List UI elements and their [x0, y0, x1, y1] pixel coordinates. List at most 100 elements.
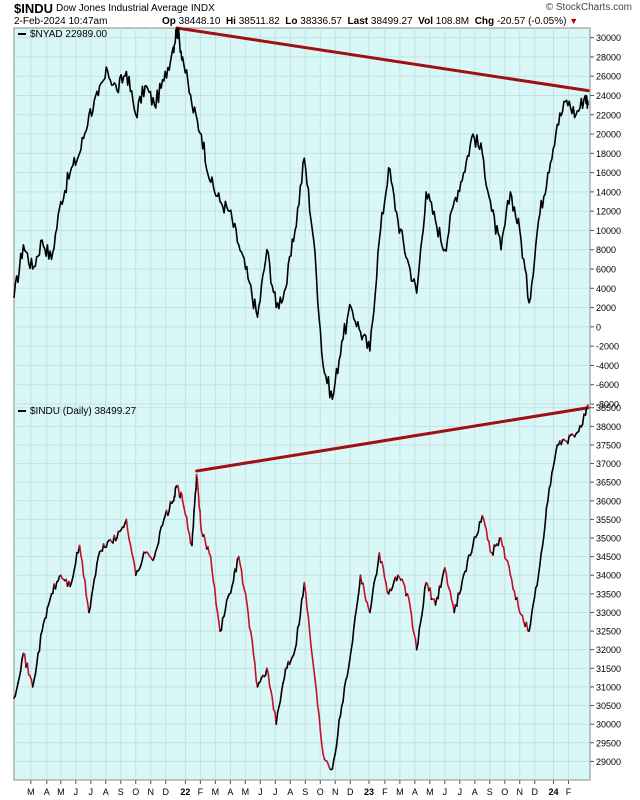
- series-segment-indu: [41, 623, 45, 632]
- series-segment-indu: [211, 568, 215, 583]
- y-tick-label: 6000: [596, 265, 616, 275]
- change-value: -20.57 (-0.05%): [496, 16, 567, 27]
- series-segment-indu: [194, 487, 197, 495]
- series-segment-indu: [18, 669, 22, 678]
- series-segment-indu: [541, 535, 545, 548]
- x-tick-label: 22: [180, 787, 190, 797]
- series-segment-indu: [247, 611, 251, 629]
- series-segment-indu: [362, 582, 366, 595]
- down-arrow-icon: ▼: [569, 16, 579, 26]
- x-tick-label: M: [212, 787, 220, 797]
- series-segment-indu: [385, 582, 389, 594]
- series-segment-indu: [197, 495, 201, 509]
- series-segment-indu: [532, 596, 536, 606]
- series-segment-indu: [506, 560, 510, 568]
- x-tick-label: M: [27, 787, 35, 797]
- series-segment-indu: [232, 568, 236, 583]
- stockcharts-logo: © StockCharts.com: [545, 2, 632, 13]
- series-segment-indu: [308, 631, 312, 647]
- y-tick-label: 36500: [596, 478, 621, 488]
- y-tick-label: 32000: [596, 645, 621, 655]
- low-value: 38336.57: [300, 16, 342, 27]
- x-tick-label: N: [147, 787, 154, 797]
- series-segment-indu: [343, 679, 347, 688]
- series-segment-indu: [555, 444, 559, 453]
- x-tick-label: S: [487, 787, 493, 797]
- panel-indu-background: [13, 403, 591, 781]
- series-segment-indu: [80, 554, 83, 563]
- series-segment-indu: [38, 633, 42, 653]
- series-segment-indu: [74, 551, 78, 565]
- series-segment-indu: [533, 586, 537, 599]
- series-segment-indu: [315, 689, 319, 707]
- series-segment-indu: [132, 557, 136, 566]
- legend-nyad: $NYAD 22989.00: [30, 29, 108, 40]
- series-segment-indu: [216, 610, 220, 622]
- x-tick-label: A: [412, 787, 418, 797]
- series-segment-indu: [70, 576, 74, 584]
- symbol-description: Dow Jones Industrial Average INDX: [56, 3, 215, 14]
- y-tick-label: 18000: [596, 149, 621, 159]
- series-segment-indu: [188, 532, 192, 545]
- series-segment-indu: [350, 641, 354, 651]
- y-tick-label: 33000: [596, 608, 621, 618]
- series-segment-indu: [422, 587, 426, 605]
- series-segment-indu: [334, 745, 338, 756]
- series-segment-indu: [516, 596, 520, 608]
- series-segment-indu: [266, 667, 270, 675]
- series-segment-indu: [465, 559, 469, 572]
- series-segment-indu: [242, 582, 245, 590]
- series-segment-indu: [485, 528, 489, 541]
- x-tick-label: A: [227, 787, 233, 797]
- y-tick-label: 35000: [596, 534, 621, 544]
- series-segment-indu: [373, 576, 377, 585]
- series-segment-indu: [21, 652, 25, 661]
- series-segment-indu: [460, 580, 464, 591]
- series-segment-indu: [547, 487, 551, 502]
- y-tick-label: 16000: [596, 168, 621, 178]
- series-segment-indu: [199, 522, 203, 532]
- series-segment-indu: [85, 594, 89, 604]
- x-tick-label: M: [426, 787, 434, 797]
- y-tick-label: -8000: [596, 400, 619, 410]
- quote-line: Op 38448.10 Hi 38511.82 Lo 38336.57 Last…: [162, 16, 578, 27]
- y-tick-label: 34500: [596, 552, 621, 562]
- series-segment-indu: [530, 604, 534, 614]
- series-segment-indu: [322, 753, 326, 761]
- series-segment-indu: [26, 662, 30, 676]
- series-segment-indu: [521, 614, 525, 624]
- legend-indu: $INDU (Daily) 38499.27: [30, 406, 137, 417]
- series-segment-indu: [549, 471, 553, 486]
- series-segment-indu: [359, 574, 363, 585]
- series-segment-indu: [331, 759, 335, 770]
- series-segment-indu: [492, 543, 496, 556]
- series-segment-indu: [246, 601, 249, 614]
- series-segment-indu: [72, 569, 75, 578]
- series-segment-indu: [419, 612, 423, 623]
- series-segment-indu: [298, 614, 302, 626]
- x-tick-label: M: [396, 787, 404, 797]
- series-segment-indu: [250, 630, 253, 642]
- change-label: Chg: [474, 16, 495, 27]
- trendline-indu: [195, 406, 590, 473]
- series-segment-indu: [417, 627, 421, 644]
- series-segment-indu: [84, 579, 88, 597]
- series-segment-indu: [282, 677, 286, 685]
- series-segment-indu: [421, 603, 425, 615]
- x-tick-label: J: [89, 787, 94, 797]
- open-label: Op: [162, 16, 176, 27]
- series-segment-indu: [14, 688, 18, 697]
- series-line-nyad: [13, 27, 589, 400]
- series-segment-indu: [307, 616, 311, 633]
- series-segment-indu: [347, 658, 351, 670]
- y-tick-label: 10000: [596, 226, 621, 236]
- series-segment-indu: [96, 555, 100, 564]
- y-tick-label: 37000: [596, 459, 621, 469]
- series-segment-indu: [271, 696, 275, 711]
- series-segment-indu: [212, 580, 216, 589]
- y-tick-label: 37500: [596, 440, 621, 450]
- series-segment-indu: [81, 560, 85, 578]
- last-value: 38499.27: [370, 16, 413, 27]
- series-segment-indu: [73, 563, 77, 571]
- x-tick-label: D: [347, 787, 354, 797]
